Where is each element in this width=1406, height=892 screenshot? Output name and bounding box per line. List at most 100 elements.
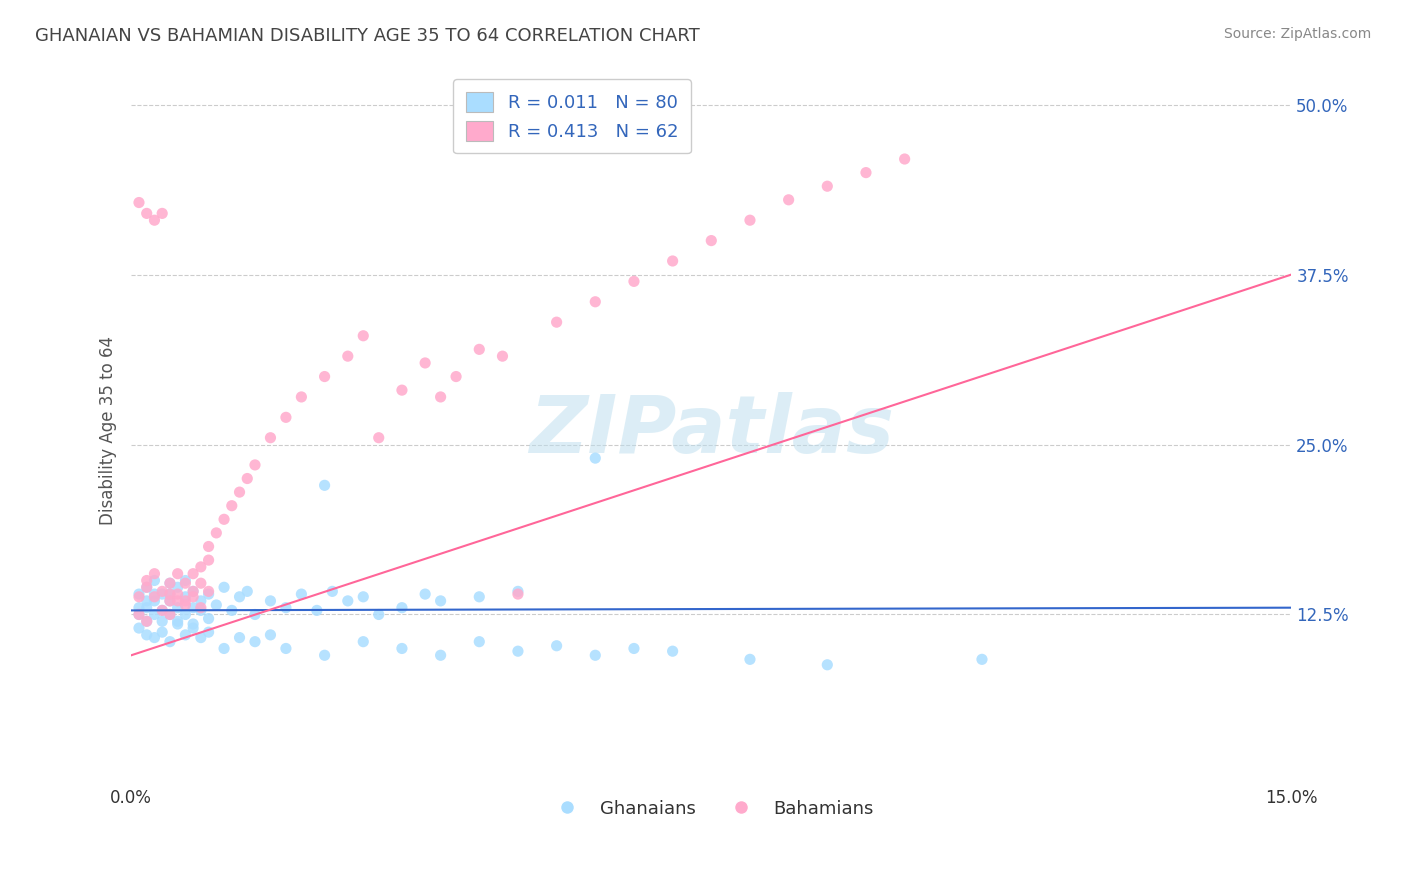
Point: [212, 641, 235, 656]
Point: [174, 628, 197, 642]
Point: [143, 631, 166, 645]
Point: [159, 607, 181, 622]
Point: [506, 587, 529, 601]
Point: [314, 478, 336, 492]
Point: [135, 614, 157, 628]
Point: [391, 600, 413, 615]
Point: [159, 607, 181, 622]
Point: [468, 590, 491, 604]
Point: [321, 584, 343, 599]
Point: [150, 614, 173, 628]
Point: [174, 598, 197, 612]
Point: [197, 540, 219, 554]
Point: [197, 611, 219, 625]
Point: [243, 607, 266, 622]
Point: [970, 652, 993, 666]
Point: [181, 617, 204, 632]
Point: [159, 576, 181, 591]
Point: [221, 603, 243, 617]
Point: [274, 410, 297, 425]
Point: [855, 166, 877, 180]
Point: [174, 590, 197, 604]
Point: [221, 499, 243, 513]
Point: [159, 594, 181, 608]
Point: [259, 431, 281, 445]
Point: [352, 590, 374, 604]
Point: [135, 600, 157, 615]
Point: [205, 598, 228, 612]
Point: [236, 471, 259, 485]
Point: [190, 576, 212, 591]
Point: [128, 607, 150, 622]
Point: [174, 574, 197, 588]
Point: [143, 594, 166, 608]
Point: [413, 587, 436, 601]
Point: [135, 614, 157, 628]
Point: [166, 614, 188, 628]
Point: [444, 369, 467, 384]
Point: [190, 600, 212, 615]
Y-axis label: Disability Age 35 to 64: Disability Age 35 to 64: [100, 336, 117, 525]
Point: [143, 566, 166, 581]
Point: [314, 369, 336, 384]
Point: [181, 600, 204, 615]
Point: [259, 594, 281, 608]
Point: [135, 580, 157, 594]
Point: [391, 383, 413, 397]
Point: [413, 356, 436, 370]
Point: [391, 641, 413, 656]
Point: [181, 584, 204, 599]
Point: [166, 600, 188, 615]
Point: [128, 607, 150, 622]
Point: [212, 580, 235, 594]
Point: [228, 631, 250, 645]
Point: [166, 566, 188, 581]
Point: [143, 607, 166, 622]
Point: [159, 594, 181, 608]
Point: [190, 594, 212, 608]
Legend: Ghanaians, Bahamians: Ghanaians, Bahamians: [541, 792, 880, 825]
Point: [290, 390, 312, 404]
Point: [815, 657, 838, 672]
Point: [290, 587, 312, 601]
Point: [623, 641, 645, 656]
Point: [583, 451, 606, 466]
Point: [274, 600, 297, 615]
Point: [128, 600, 150, 615]
Point: [143, 587, 166, 601]
Point: [150, 603, 173, 617]
Point: [174, 576, 197, 591]
Point: [128, 621, 150, 635]
Point: [135, 580, 157, 594]
Point: [150, 603, 173, 617]
Point: [174, 607, 197, 622]
Point: [181, 584, 204, 599]
Point: [336, 594, 359, 608]
Point: [128, 590, 150, 604]
Point: [181, 621, 204, 635]
Point: [305, 603, 328, 617]
Point: [128, 587, 150, 601]
Point: [135, 594, 157, 608]
Point: [815, 179, 838, 194]
Point: [181, 590, 204, 604]
Point: [623, 274, 645, 288]
Point: [150, 587, 173, 601]
Point: [228, 485, 250, 500]
Point: [468, 634, 491, 648]
Point: [259, 628, 281, 642]
Point: [205, 525, 228, 540]
Point: [166, 594, 188, 608]
Point: [159, 576, 181, 591]
Point: [506, 644, 529, 658]
Point: [352, 634, 374, 648]
Point: [546, 639, 568, 653]
Point: [135, 628, 157, 642]
Point: [228, 590, 250, 604]
Point: [336, 349, 359, 363]
Point: [546, 315, 568, 329]
Point: [190, 603, 212, 617]
Point: [893, 152, 915, 166]
Point: [150, 206, 173, 220]
Point: [491, 349, 513, 363]
